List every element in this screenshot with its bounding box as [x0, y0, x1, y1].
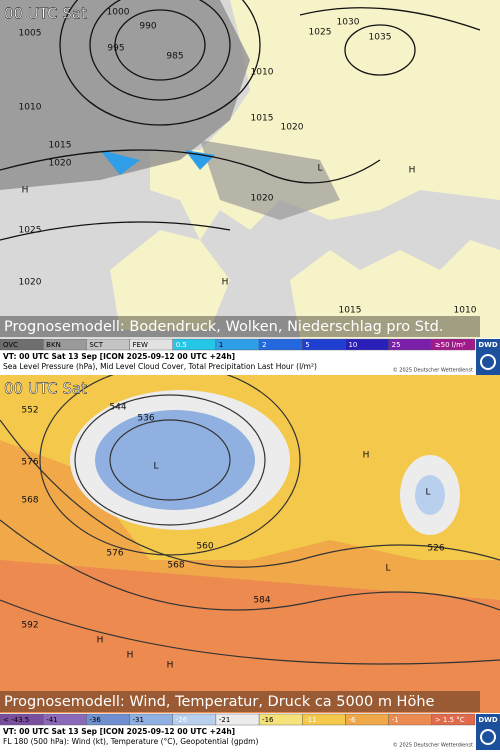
map-label: 526: [427, 544, 444, 554]
map-label: H: [409, 166, 416, 176]
map-label: 560: [196, 542, 213, 552]
map-label: H: [222, 278, 229, 288]
logo: DWD: [478, 716, 498, 724]
map-label: 1025: [309, 28, 332, 38]
legend-label: -36: [89, 716, 101, 724]
map-label: 576: [106, 549, 123, 559]
map-label: 568: [167, 561, 184, 571]
legend-label: -16: [262, 716, 274, 724]
legend-label: -41: [46, 716, 57, 724]
map-label: 995: [107, 44, 124, 54]
legend-label: -21: [219, 716, 230, 724]
legend-label: OVC: [3, 341, 18, 349]
map-label: 1010: [19, 103, 42, 113]
legend-label: 25: [392, 341, 401, 349]
map-label: 576: [21, 458, 38, 468]
legend-label: 10: [348, 341, 357, 349]
map-label: 544: [109, 403, 126, 413]
caption-bg: [0, 691, 480, 712]
map-label: 552: [21, 406, 38, 416]
map-label: 1010: [251, 68, 274, 78]
valid-time: VT: 00 UTC Sat 13 Sep [ICON 2025-09-12 0…: [3, 727, 235, 736]
info-bg: [0, 726, 475, 750]
caption: Prognosemodell: Bodendruck, Wolken, Nied…: [4, 319, 443, 335]
map-label: 1005: [19, 29, 42, 39]
copyright: © 2025 Deutscher Wetterdienst: [393, 742, 473, 749]
map-label: 1000: [107, 8, 130, 18]
map-label: 1015: [339, 306, 362, 316]
logo: DWD: [478, 341, 498, 349]
legend-label: > 1.5 °C: [435, 716, 465, 724]
caption: Prognosemodell: Wind, Temperatur, Druck …: [4, 694, 435, 710]
map-label: 568: [21, 496, 38, 506]
time-label: 00 UTC Sat: [4, 5, 87, 23]
description: Sea Level Pressure (hPa), Mid Level Clou…: [3, 362, 317, 371]
valid-time: VT: 00 UTC Sat 13 Sep [ICON 2025-09-12 0…: [3, 352, 235, 361]
map-label: 1035: [369, 33, 392, 43]
map-label: 1020: [251, 194, 274, 204]
legend-label: -31: [133, 716, 144, 724]
description: FL 180 (500 hPa): Wind (kt), Temperature…: [3, 737, 258, 746]
legend-label: SCT: [89, 341, 103, 349]
legend-label: FEW: [133, 341, 148, 349]
map-label: H: [22, 186, 29, 196]
map-pressure: [0, 0, 500, 338]
legend-swatch: [431, 713, 476, 726]
legend-label: < -43.5: [3, 716, 29, 724]
copyright: © 2025 Deutscher Wetterdienst: [393, 367, 473, 374]
logo-mark: [480, 729, 496, 745]
map-label: 1020: [19, 278, 42, 288]
map-label: 1030: [337, 18, 360, 28]
map-label: L: [385, 564, 390, 574]
legend-label: -26: [176, 716, 188, 724]
map-label: L: [425, 488, 430, 498]
map-label: H: [167, 661, 174, 671]
map-label: 584: [253, 596, 270, 606]
map-label: 1015: [251, 114, 274, 124]
map-label: 985: [166, 52, 183, 62]
map-label: 990: [139, 22, 156, 32]
map-upper-air: [0, 375, 500, 713]
map-label: 592: [21, 621, 38, 631]
logo-mark: [480, 354, 496, 370]
legend-label: 2: [262, 341, 266, 349]
map-label: H: [363, 451, 370, 461]
legend-label: 5: [305, 341, 309, 349]
legend-label: -6: [348, 716, 356, 724]
info-bg: [0, 351, 475, 375]
map-label: 536: [137, 414, 154, 424]
legend-label: -1: [392, 716, 399, 724]
legend-label: -11: [305, 716, 316, 724]
legend-swatch: [431, 338, 476, 351]
legend-label: ≥50 l/m²: [435, 341, 466, 349]
map-label: 1020: [49, 159, 72, 169]
map-label: H: [97, 636, 104, 646]
map-label: 1020: [281, 123, 304, 133]
map-label: 1010: [454, 306, 477, 316]
map-label: H: [127, 651, 134, 661]
legend-label: BKN: [46, 341, 61, 349]
time-label: 00 UTC Sat: [4, 380, 87, 398]
map-label: 1015: [49, 141, 72, 151]
legend-label: 0.5: [176, 341, 187, 349]
map-label: 1025: [19, 226, 42, 236]
map-label: L: [317, 164, 322, 174]
map-label: L: [153, 462, 158, 472]
caption-bg: [0, 316, 480, 337]
legend-label: 1: [219, 341, 223, 349]
